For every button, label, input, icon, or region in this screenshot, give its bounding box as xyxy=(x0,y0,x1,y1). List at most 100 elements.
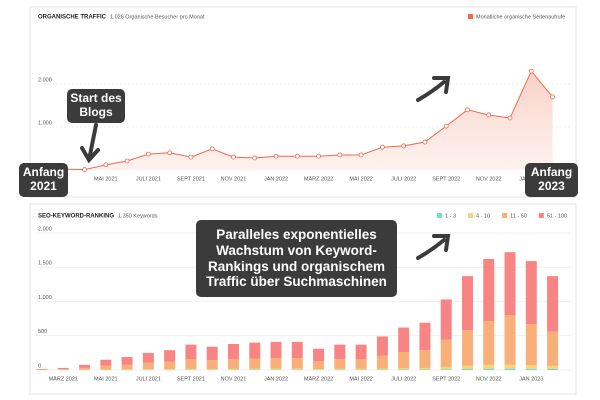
legend-label: 4 - 10 xyxy=(476,213,490,219)
bar-segment xyxy=(334,344,346,360)
x-tick-label: SEPT 2021 xyxy=(177,376,205,382)
bar-segment xyxy=(376,355,388,369)
bar-segment xyxy=(57,367,69,370)
arrow xyxy=(416,238,446,260)
x-tick-label: JULI 2021 xyxy=(136,176,161,182)
point xyxy=(252,155,258,161)
x-tick-label: JAN 2022 xyxy=(264,376,288,382)
y-tick-label: 1.500 xyxy=(38,261,52,267)
annotation: Anfang 2021 xyxy=(19,163,68,197)
bar-segment xyxy=(419,322,431,351)
legend-swatch xyxy=(538,213,544,218)
bar-segment xyxy=(227,343,239,359)
bar-segment xyxy=(376,336,388,356)
bar-segment xyxy=(483,364,495,369)
legend-label: Monatliche organische Seitenaufrufe xyxy=(476,14,565,20)
arrow-head xyxy=(80,146,100,164)
y-tick-label: 2.000 xyxy=(38,226,52,232)
x-tick-label: MAI 2021 xyxy=(94,176,118,182)
bar-segment xyxy=(121,364,133,370)
bar-segment xyxy=(164,350,176,362)
annotation: Paralleles exponentielles Wachstum von K… xyxy=(196,220,397,297)
bar-segment xyxy=(398,369,410,370)
y-tick-label: 1.000 xyxy=(38,120,52,126)
traffic-chart: ORGANISCHE TRAFFIC 1.026 Organische Besuc… xyxy=(36,14,571,182)
bar-segment xyxy=(291,341,303,359)
point xyxy=(337,152,343,158)
bar-segment xyxy=(419,369,431,370)
bar-segment xyxy=(547,365,559,369)
arrow-head xyxy=(432,76,451,94)
bar-segment xyxy=(79,367,91,370)
point xyxy=(486,112,492,118)
bar-segment xyxy=(461,365,473,369)
point xyxy=(273,153,279,159)
bar-segment xyxy=(206,360,218,369)
point xyxy=(82,167,87,172)
chart-subtitle: 1.350 Keywords xyxy=(118,213,158,219)
y-tick-label: 500 xyxy=(38,329,47,335)
bar-segment xyxy=(164,361,176,370)
y-tick-label: 2.000 xyxy=(38,77,52,83)
bar-segment xyxy=(398,351,410,369)
legend-swatch xyxy=(502,213,508,218)
bar-segment xyxy=(313,348,325,362)
bar-segment xyxy=(142,352,154,363)
x-tick-label: JULI 2021 xyxy=(136,376,161,382)
bar-segment xyxy=(142,362,154,370)
bar-segment xyxy=(504,368,516,370)
bar-segment xyxy=(227,368,239,370)
point xyxy=(188,154,194,160)
bar-segment xyxy=(355,344,367,360)
x-tick-label: MAI 2022 xyxy=(349,376,373,382)
bar-segment xyxy=(164,369,176,370)
bar-segment xyxy=(504,315,516,365)
legend-swatch xyxy=(468,213,474,218)
bar-segment xyxy=(206,368,218,370)
bar-segment xyxy=(440,339,452,367)
point xyxy=(316,153,321,159)
point xyxy=(231,154,236,160)
legend-swatch xyxy=(468,14,473,19)
x-tick-label: MÄRZ 2022 xyxy=(304,175,333,182)
area xyxy=(42,71,553,170)
point xyxy=(124,158,130,164)
legend-label: 11 - 50 xyxy=(510,213,527,219)
point xyxy=(507,115,513,121)
bar-segment xyxy=(185,344,197,360)
bar-segment xyxy=(525,324,537,366)
bar-segment xyxy=(461,368,473,370)
x-tick-label: SEPT 2022 xyxy=(432,176,460,182)
bar-segment xyxy=(291,368,303,370)
bar-segment xyxy=(483,368,495,370)
x-tick-label: NOV 2022 xyxy=(476,376,502,382)
bar-segment xyxy=(36,368,48,370)
bar-segment xyxy=(79,364,91,368)
x-tick-label: NOV 2021 xyxy=(221,176,247,182)
legend-label: 1 - 3 xyxy=(445,213,456,219)
bar-segment xyxy=(227,358,239,369)
x-tick-label: JULI 2022 xyxy=(391,376,416,382)
bar-segment xyxy=(100,365,112,370)
bar-segment xyxy=(313,361,325,370)
bar-segment xyxy=(525,365,537,369)
point xyxy=(209,146,215,152)
bar-segment xyxy=(121,356,133,365)
bar-segment xyxy=(440,369,452,370)
bar-segment xyxy=(185,359,197,369)
bar-segment xyxy=(419,350,431,368)
bar-segment xyxy=(291,358,303,369)
bar-segment xyxy=(270,368,282,370)
bar-segment xyxy=(334,368,346,370)
y-tick-label: 1.000 xyxy=(38,295,52,301)
bar-segment xyxy=(249,342,261,359)
chart-title: SEO-KEYWORD-RANKING xyxy=(38,214,114,220)
bar-segment xyxy=(504,252,516,316)
point xyxy=(294,153,300,159)
x-tick-label: NOV 2021 xyxy=(221,376,247,382)
bar-segment xyxy=(547,276,559,332)
point xyxy=(103,162,109,168)
point xyxy=(550,94,555,100)
arrow xyxy=(416,80,446,102)
